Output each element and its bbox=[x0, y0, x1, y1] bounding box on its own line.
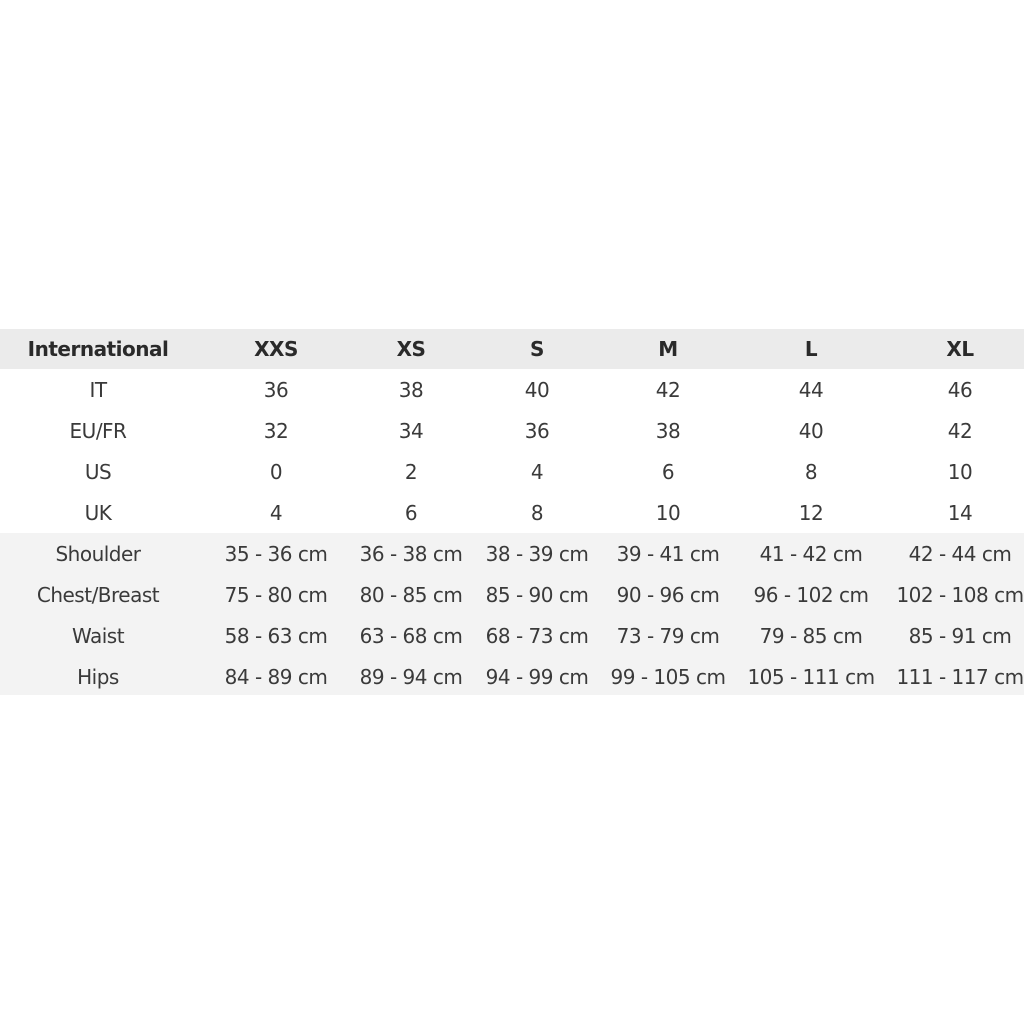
header-band bbox=[0, 329, 1024, 369]
table-cell: 12 bbox=[798, 501, 824, 525]
table-cell: 63 - 68 cm bbox=[359, 624, 463, 648]
table-cell: M bbox=[658, 337, 678, 361]
table-cell: XL bbox=[946, 337, 974, 361]
table-cell: L bbox=[804, 337, 818, 361]
table-cell: 58 - 63 cm bbox=[224, 624, 328, 648]
table-cell: 84 - 89 cm bbox=[224, 665, 328, 689]
table-cell: 38 - 39 cm bbox=[485, 542, 589, 566]
table-cell: 111 - 117 cm bbox=[896, 665, 1024, 689]
table-cell: 105 - 111 cm bbox=[747, 665, 875, 689]
row-label: Chest/Breast bbox=[36, 583, 160, 607]
table-cell: 14 bbox=[947, 501, 973, 525]
row-label: UK bbox=[84, 501, 112, 525]
table-cell: 85 - 91 cm bbox=[908, 624, 1012, 648]
row-label: US bbox=[84, 460, 112, 484]
table-row: UK 4 6 8 10 12 14 bbox=[0, 493, 1024, 534]
table-cell: 96 - 102 cm bbox=[753, 583, 869, 607]
table-cell: 46 bbox=[947, 378, 973, 402]
table-cell: 40 bbox=[798, 419, 824, 443]
table-cell: 8 bbox=[804, 460, 818, 484]
table-row: IT 36 38 40 42 44 46 bbox=[0, 370, 1024, 411]
table-cell: 44 bbox=[798, 378, 824, 402]
table-cell: 75 - 80 cm bbox=[224, 583, 328, 607]
table-row: Shoulder 35 - 36 cm 36 - 38 cm 38 - 39 cm 39… bbox=[0, 534, 1024, 575]
table-header-row: International XXS XS S M L XL bbox=[0, 329, 1024, 370]
table-cell: 10 bbox=[655, 501, 681, 525]
table-cell: 85 - 90 cm bbox=[485, 583, 589, 607]
table-cell: 79 - 85 cm bbox=[759, 624, 863, 648]
table-cell: 36 - 38 cm bbox=[359, 542, 463, 566]
table-row: EU/FR 32 34 36 38 40 42 bbox=[0, 411, 1024, 452]
row-label: EU/FR bbox=[69, 419, 127, 443]
table-row: Waist 58 - 63 cm 63 - 68 cm 68 - 73 cm 73 - … bbox=[0, 616, 1024, 657]
row-label: International bbox=[27, 337, 169, 361]
table-cell: XXS bbox=[254, 337, 298, 361]
table-cell: 32 bbox=[263, 419, 289, 443]
table-cell: 8 bbox=[530, 501, 544, 525]
table-cell: 0 bbox=[269, 460, 283, 484]
table-cell: 39 - 41 cm bbox=[616, 542, 720, 566]
table-cell: 35 - 36 cm bbox=[224, 542, 328, 566]
table-cell: 40 bbox=[524, 378, 550, 402]
measurements-band bbox=[0, 533, 1024, 695]
table-cell: 99 - 105 cm bbox=[610, 665, 726, 689]
table-cell: 89 - 94 cm bbox=[359, 665, 463, 689]
table-cell: 38 bbox=[655, 419, 681, 443]
table-cell: 2 bbox=[404, 460, 418, 484]
table-row: Hips 84 - 89 cm 89 - 94 cm 94 - 99 cm 99 - 1… bbox=[0, 657, 1024, 698]
table-cell: 42 bbox=[947, 419, 973, 443]
table-cell: 80 - 85 cm bbox=[359, 583, 463, 607]
table-cell: 42 bbox=[655, 378, 681, 402]
table-cell: 10 bbox=[947, 460, 973, 484]
table-cell: 4 bbox=[530, 460, 544, 484]
table-cell: 6 bbox=[404, 501, 418, 525]
table-cell: 38 bbox=[398, 378, 424, 402]
table-cell: 90 - 96 cm bbox=[616, 583, 720, 607]
table-cell: 94 - 99 cm bbox=[485, 665, 589, 689]
table-cell: 42 - 44 cm bbox=[908, 542, 1012, 566]
table-cell: 36 bbox=[524, 419, 550, 443]
row-label: Hips bbox=[77, 665, 119, 689]
table-row: Chest/Breast 75 - 80 cm 80 - 85 cm 85 - 90 … bbox=[0, 575, 1024, 616]
table-cell: S bbox=[530, 337, 544, 361]
table-cell: 34 bbox=[398, 419, 424, 443]
table-cell: 6 bbox=[661, 460, 675, 484]
table-cell: 36 bbox=[263, 378, 289, 402]
table-cell: 4 bbox=[269, 501, 283, 525]
row-label: Shoulder bbox=[55, 542, 141, 566]
table-cell: 73 - 79 cm bbox=[616, 624, 720, 648]
row-label: IT bbox=[89, 378, 107, 402]
table-cell: 102 - 108 cm bbox=[896, 583, 1024, 607]
table-row: US 0 2 4 6 8 10 bbox=[0, 452, 1024, 493]
table-cell: XS bbox=[396, 337, 426, 361]
table-cell: 41 - 42 cm bbox=[759, 542, 863, 566]
table-cell: 68 - 73 cm bbox=[485, 624, 589, 648]
row-label: Waist bbox=[71, 624, 125, 648]
